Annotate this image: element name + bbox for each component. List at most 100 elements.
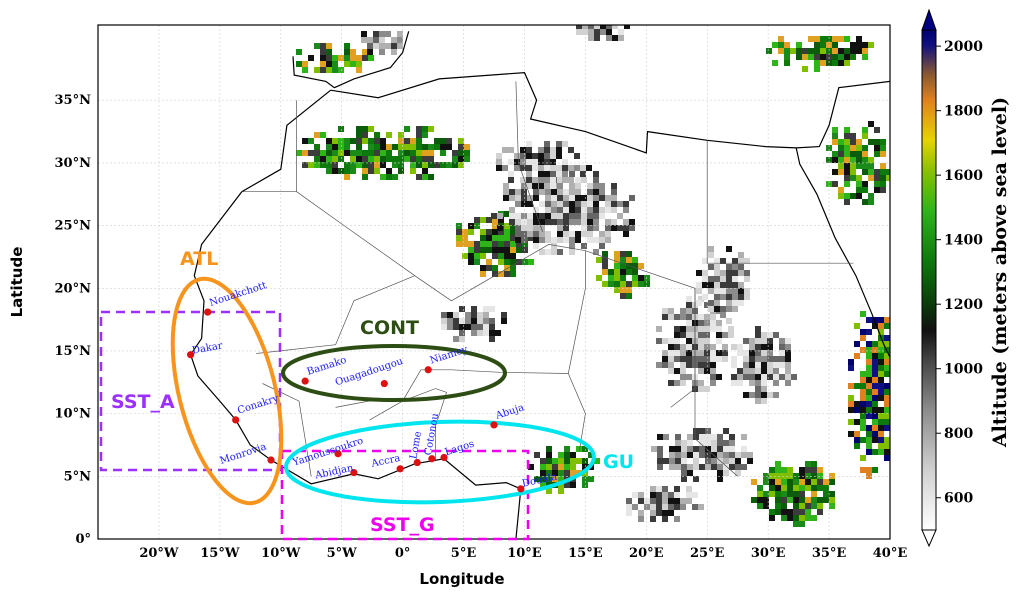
terrain-cell	[868, 169, 874, 175]
terrain-cell	[581, 219, 587, 225]
terrain-cell	[860, 455, 866, 461]
terrain-cell	[480, 271, 486, 277]
terrain-cell	[696, 270, 702, 276]
terrain-cell	[576, 446, 582, 452]
terrain-cell	[605, 195, 611, 201]
terrain-cell	[799, 497, 805, 503]
terrain-cell	[632, 263, 638, 269]
terrain-cell	[410, 144, 416, 150]
terrain-cell	[496, 153, 502, 159]
terrain-cell	[344, 138, 350, 144]
y-tick-label: 10°N	[55, 407, 92, 422]
terrain-cell	[638, 263, 644, 269]
terrain-cell	[344, 150, 350, 156]
terrain-cell	[720, 258, 726, 264]
border-line	[241, 100, 297, 193]
terrain-cell	[669, 452, 675, 458]
terrain-cell	[814, 66, 820, 72]
terrain-cell	[687, 464, 693, 470]
terrain-cell	[722, 350, 728, 356]
terrain-cell	[744, 294, 750, 300]
terrain-cell	[866, 341, 872, 347]
terrain-cell	[743, 368, 749, 374]
terrain-cell	[593, 189, 599, 195]
terrain-cell	[582, 476, 588, 482]
terrain-cell	[866, 347, 872, 353]
terrain-cell	[711, 458, 717, 464]
terrain-cell	[379, 43, 385, 49]
terrain-cell	[570, 458, 576, 464]
terrain-cell	[717, 434, 723, 440]
terrain-cell	[717, 452, 723, 458]
terrain-cell	[623, 201, 629, 207]
terrain-cell	[686, 332, 692, 338]
terrain-cell	[737, 350, 743, 356]
terrain-cell	[755, 398, 761, 404]
terrain-cell	[600, 29, 606, 35]
terrain-cell	[538, 171, 544, 177]
terrain-cell	[386, 132, 392, 138]
terrain-cell	[872, 389, 878, 395]
terrain-cell	[404, 138, 410, 144]
terrain-cell	[314, 162, 320, 168]
terrain-cell	[668, 368, 674, 374]
terrain-cell	[890, 425, 896, 431]
terrain-cell	[811, 479, 817, 485]
terrain-cell	[538, 159, 544, 165]
atl-ellipse	[170, 276, 284, 506]
terrain-cell	[521, 213, 527, 219]
terrain-cell	[602, 257, 608, 263]
terrain-cell	[702, 282, 708, 288]
terrain-cell	[693, 476, 699, 482]
terrain-cell	[489, 324, 495, 330]
terrain-cell	[508, 159, 514, 165]
terrain-cell	[793, 515, 799, 521]
terrain-cell	[397, 37, 403, 43]
terrain-cell	[767, 362, 773, 368]
terrain-cell	[668, 362, 674, 368]
terrain-cell	[605, 225, 611, 231]
terrain-cell	[729, 458, 735, 464]
terrain-cell	[510, 247, 516, 253]
terrain-cell	[844, 199, 850, 205]
terrain-cell	[738, 270, 744, 276]
terrain-cell	[626, 510, 632, 516]
terrain-cell	[850, 151, 856, 157]
terrain-cell	[486, 235, 492, 241]
terrain-cell	[606, 17, 612, 23]
terrain-cell	[785, 368, 791, 374]
terrain-cell	[779, 350, 785, 356]
border-line	[369, 388, 447, 460]
terrain-cell	[722, 356, 728, 362]
terrain-cell	[744, 288, 750, 294]
terrain-cell	[540, 464, 546, 470]
terrain-cell	[608, 275, 614, 281]
terrain-cell	[686, 302, 692, 308]
terrain-cell	[675, 464, 681, 470]
x-tick-label: 5°E	[451, 546, 477, 561]
terrain-cell	[838, 193, 844, 199]
terrain-cell	[504, 247, 510, 253]
terrain-cell	[829, 479, 835, 485]
terrain-cell	[462, 241, 468, 247]
terrain-cell	[546, 458, 552, 464]
terrain-cell	[829, 503, 835, 509]
terrain-cell	[728, 326, 734, 332]
border-line	[694, 288, 738, 477]
terrain-cell	[574, 165, 580, 171]
city-dot	[413, 458, 421, 467]
terrain-cell	[799, 491, 805, 497]
terrain-cell	[848, 383, 854, 389]
terrain-cell	[611, 219, 617, 225]
terrain-cell	[838, 187, 844, 193]
terrain-cell	[723, 428, 729, 434]
terrain-cell	[787, 479, 793, 485]
terrain-cell	[868, 42, 874, 48]
terrain-cell	[440, 138, 446, 144]
colorbar-tick-labels: 600 800 1000 1200 1400 1600 1800 2000	[936, 39, 983, 507]
terrain-cell	[755, 338, 761, 344]
terrain-cell	[350, 150, 356, 156]
terrain-cell	[575, 201, 581, 207]
terrain-cell	[480, 217, 486, 223]
terrain-cell	[716, 320, 722, 326]
